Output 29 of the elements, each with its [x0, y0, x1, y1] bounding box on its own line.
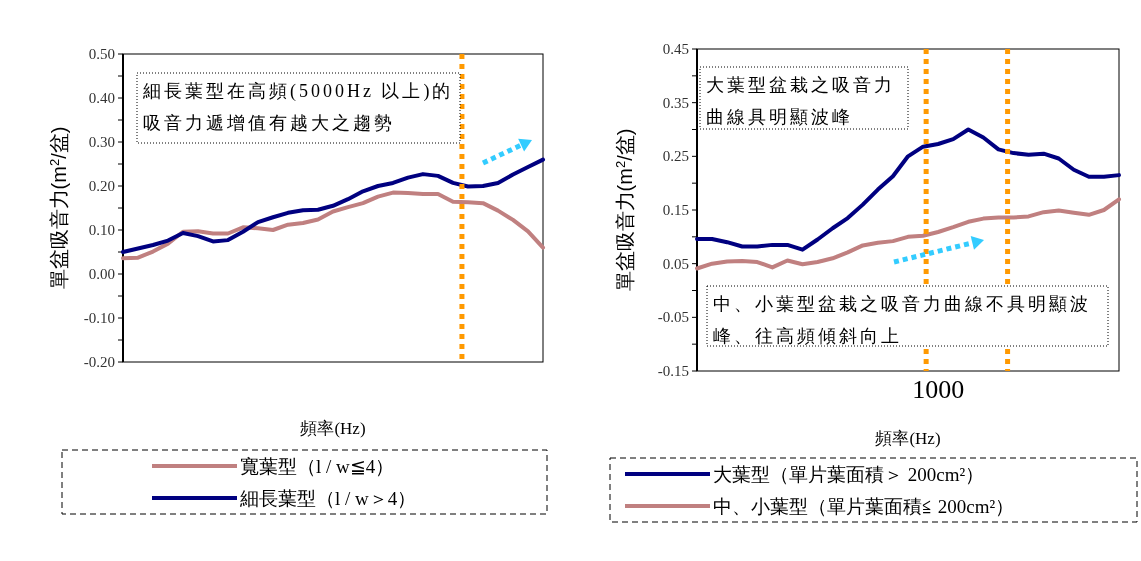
x-axis-title: 頻率(Hz) — [300, 419, 366, 438]
legend-label: 細長葉型（l / w＞4） — [239, 488, 417, 509]
annotation: 細長葉型在高頻(5000Hz 以上)的吸音力遞增值有越大之趨勢 — [142, 81, 454, 133]
y-tick-label: 0.45 — [662, 41, 689, 57]
y-tick-label: 0.05 — [662, 255, 689, 272]
line-series — [695, 127, 1121, 252]
y-tick-label: 0.15 — [662, 202, 689, 218]
line-series — [121, 157, 545, 254]
y-tick-label: -0.10 — [83, 310, 115, 326]
legend-label: 中、小葉型（單片葉面積≦ 200cm²） — [713, 496, 1015, 517]
annotation: 中、小葉型盆栽之吸音力曲線不具明顯波峰、往高頻傾斜向上 — [713, 294, 1091, 346]
y-tick-label: -0.15 — [657, 363, 689, 379]
y-tick-label: 0.25 — [662, 148, 689, 165]
legend-label: 寬葉型（l / w≦4） — [240, 456, 395, 477]
x-tick-label: 1000 — [912, 375, 965, 404]
x-axis-title: 頻率(Hz) — [875, 429, 941, 448]
y-tick-label: 0.30 — [88, 134, 115, 150]
y-tick-label: 0.35 — [662, 94, 689, 111]
line-series — [695, 197, 1121, 271]
annotation: 大葉型盆栽之吸音力曲線具明顯波峰 — [706, 75, 895, 127]
line-series — [121, 190, 545, 261]
y-tick-label: -0.05 — [657, 309, 689, 326]
y-tick-label: 0.00 — [88, 266, 115, 282]
y-tick-label: 0.10 — [88, 222, 115, 238]
legend-label: 大葉型（單片葉面積＞ 200cm²） — [713, 464, 985, 485]
y-tick-label: 0.20 — [88, 178, 115, 194]
y-tick-label: 0.40 — [88, 90, 115, 106]
y-tick-label: -0.20 — [83, 354, 115, 370]
y-tick-label: 0.50 — [88, 46, 115, 62]
